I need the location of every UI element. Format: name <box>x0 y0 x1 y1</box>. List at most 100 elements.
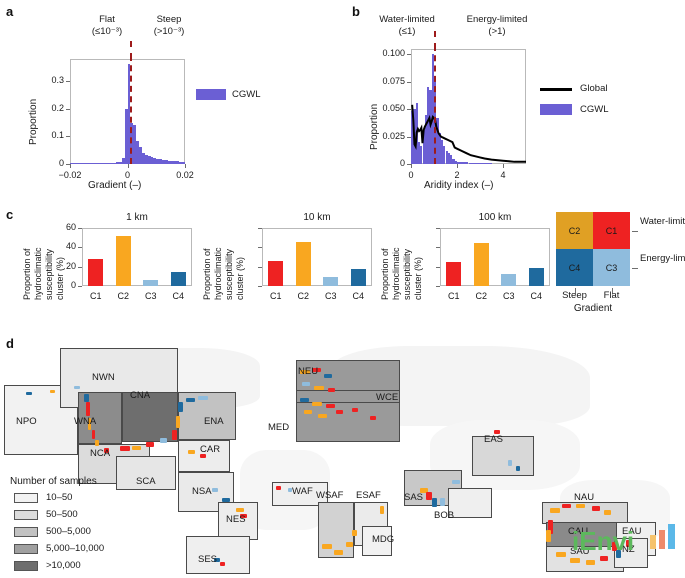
coastal-segment <box>120 446 130 451</box>
coastal-segment <box>132 446 141 450</box>
panel-c-ylabel-line: Proportion of <box>22 248 32 300</box>
region-label-NZ: NZ <box>622 544 635 555</box>
coastal-segment <box>346 542 353 547</box>
coastal-segment <box>548 520 553 534</box>
histogram-bar <box>491 163 503 164</box>
histogram-bar <box>98 163 105 164</box>
panel-a-ylabel: Proportion <box>28 98 39 145</box>
coastal-segment <box>324 374 332 378</box>
coastal-segment <box>92 430 95 439</box>
panel-c-ylabel: Proportion of hydroclimatic susceptibility… <box>22 214 78 300</box>
histogram-bar <box>136 141 139 164</box>
y-tick-label: 20 <box>65 260 76 271</box>
histogram-bar <box>420 146 423 164</box>
histogram-bar <box>121 157 125 164</box>
coastal-segment <box>336 410 343 414</box>
y-tick <box>78 266 82 268</box>
y-tick <box>66 81 70 83</box>
histogram-bar <box>452 158 455 164</box>
coastal-segment <box>172 430 177 440</box>
x-tick <box>503 164 504 168</box>
water-limited-label: Water-limited <box>379 14 435 25</box>
global-line <box>411 104 526 163</box>
x-tick-label: 0 <box>124 170 130 180</box>
panel-a-legend-label-cgwl: CGWL <box>232 89 261 100</box>
x-tick <box>185 164 186 168</box>
histogram-bar <box>147 156 151 164</box>
coastal-segment <box>84 394 89 402</box>
panel-c-ylabel-line: hydroclimatic <box>213 247 223 300</box>
coastal-segment <box>508 460 512 466</box>
panel-c-ylabel-line: susceptibility <box>402 248 412 300</box>
panel-c-chart-title: 10 km <box>303 212 331 223</box>
coastal-segment <box>300 370 310 374</box>
panel-c-bars <box>440 228 550 286</box>
panel-b-xlabel: Aridity index (–) <box>424 180 494 191</box>
panel-c-ylabel-line: susceptibility <box>224 248 234 300</box>
histogram-bar <box>443 146 446 164</box>
coastal-segment <box>562 504 571 508</box>
panel-d-letter: d <box>6 336 14 351</box>
panel-b-legend-label-cgwl: CGWL <box>580 104 609 115</box>
steep-threshold: (>10⁻³) <box>153 26 185 37</box>
steep-label: Steep <box>156 14 182 25</box>
threshold-line <box>130 59 133 164</box>
y-tick-label: 0.050 <box>382 103 405 114</box>
y-tick <box>258 228 262 229</box>
y-tick <box>78 247 82 249</box>
matrix-col-tick-left <box>574 288 576 294</box>
region-box-MED <box>296 402 400 442</box>
x-tick-label-C4: C4 <box>530 291 542 301</box>
region-label-NSA: NSA <box>192 486 212 497</box>
matrix-col-tick-right <box>611 288 613 294</box>
watermark-bar-2 <box>659 530 665 549</box>
energy-limited-label: Energy-limited <box>466 14 528 25</box>
coastal-segment <box>592 506 600 511</box>
y-tick <box>436 228 440 229</box>
panel-b-legend-swatch-cgwl <box>540 104 572 115</box>
map-legend-swatch <box>14 527 38 537</box>
map-legend-label: 500–5,000 <box>46 526 91 537</box>
y-tick <box>258 286 262 287</box>
region-label-WAF: WAF <box>292 486 313 497</box>
threshold-line-ext <box>130 41 133 59</box>
coastal-segment <box>50 390 55 393</box>
region-label-SCA: SCA <box>136 476 156 487</box>
y-tick <box>436 247 440 249</box>
coastal-segment <box>314 386 324 390</box>
coastal-segment <box>198 396 208 400</box>
y-tick-label: 60 <box>65 222 76 232</box>
coastal-segment <box>186 398 195 402</box>
y-tick-label: 0 <box>70 280 76 290</box>
x-tick <box>70 164 71 168</box>
coastal-segment <box>626 540 631 547</box>
histogram-bar <box>87 163 93 164</box>
coastal-segment <box>380 506 384 514</box>
coastal-segment <box>318 414 327 418</box>
histogram-bar <box>503 163 526 164</box>
coastal-segment <box>426 492 432 500</box>
y-tick-label: 0.3 <box>51 75 64 86</box>
panel-c-ylabel: Proportion of hydroclimatic susceptibility… <box>380 214 436 300</box>
region-box-NZ <box>614 538 648 568</box>
coastal-segment <box>188 450 195 454</box>
matrix-cell-C2: C2 <box>556 212 593 249</box>
region-label-EAS: EAS <box>484 434 504 445</box>
region-label-WCE: WCE <box>376 392 399 403</box>
histogram-bar <box>141 152 145 164</box>
histogram-bar <box>110 162 116 164</box>
coastal-segment <box>212 488 218 492</box>
watermark-text: iEnvi <box>572 526 635 556</box>
y-tick <box>407 136 411 138</box>
histogram-bar <box>450 155 453 164</box>
histogram-bar <box>411 111 414 164</box>
region-box-CNA <box>122 392 178 442</box>
coastal-segment <box>516 466 520 471</box>
coastal-segment <box>570 558 580 563</box>
region-label-SES: SES <box>198 554 218 565</box>
region-label-MDG: MDG <box>372 534 395 545</box>
histogram-bar <box>436 118 439 164</box>
map-legend-swatch <box>14 544 38 554</box>
region-box-SAU <box>546 546 624 572</box>
region-label-SAU: SAU <box>570 546 590 557</box>
